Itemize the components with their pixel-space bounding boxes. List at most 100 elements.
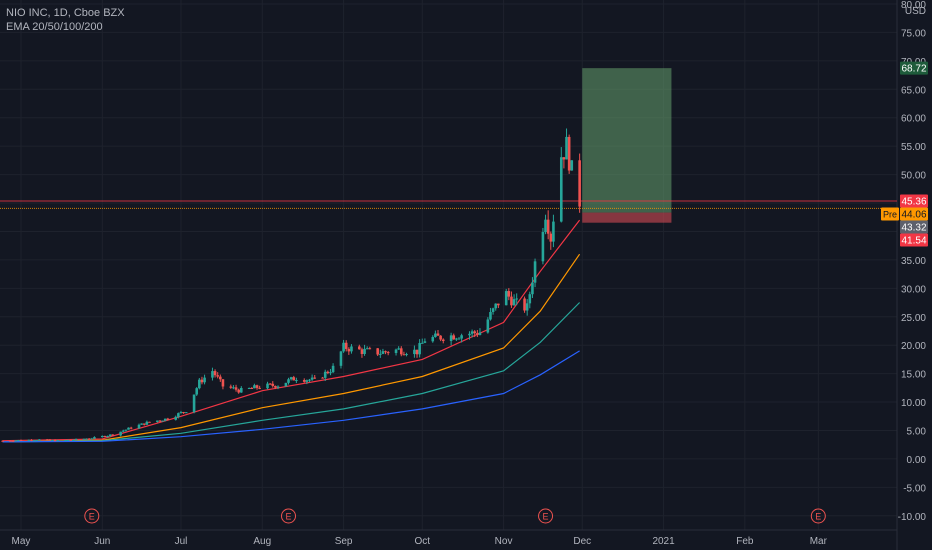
candle-body bbox=[363, 348, 366, 354]
candle-body bbox=[507, 291, 511, 297]
y-tick-label: 10.00 bbox=[901, 398, 926, 409]
candle-body bbox=[111, 434, 115, 436]
y-tick-label: 25.00 bbox=[901, 313, 926, 324]
candle-body bbox=[302, 380, 306, 382]
candle-body bbox=[549, 233, 553, 242]
candle-body bbox=[578, 160, 581, 207]
indicator-line[interactable]: EMA 20/50/100/200 bbox=[6, 21, 103, 33]
x-tick-label: 2021 bbox=[652, 536, 675, 547]
candle-body bbox=[504, 291, 508, 306]
candle-body bbox=[339, 351, 343, 366]
y-tick-label: 80.00 bbox=[901, 0, 926, 11]
candle-body bbox=[523, 298, 526, 311]
candle-body bbox=[347, 348, 351, 352]
candle-body bbox=[565, 136, 568, 160]
candle-body bbox=[85, 438, 88, 440]
candle-body bbox=[326, 371, 330, 374]
candle-body bbox=[308, 379, 311, 381]
x-tick-label: Mar bbox=[810, 536, 828, 547]
price-label-box bbox=[900, 233, 928, 247]
candle-body bbox=[287, 379, 290, 383]
ema-line bbox=[2, 219, 581, 442]
price-label: 68.72 bbox=[901, 64, 926, 75]
candle-body bbox=[64, 440, 67, 442]
candle-body bbox=[203, 377, 206, 383]
candle-body bbox=[93, 437, 96, 439]
candle-body bbox=[415, 349, 419, 355]
candle-body bbox=[177, 413, 180, 417]
candle-body bbox=[358, 346, 361, 350]
y-tick-label: 5.00 bbox=[907, 426, 927, 437]
ema-line bbox=[2, 302, 581, 443]
candle-body bbox=[510, 296, 513, 306]
candle-body bbox=[449, 335, 453, 341]
candle-body bbox=[213, 371, 217, 376]
candle-body bbox=[247, 387, 251, 389]
candle-body bbox=[200, 379, 204, 383]
symbol-line[interactable]: NIO INC, 1D, Cboe BZX bbox=[6, 7, 125, 19]
candle-body bbox=[127, 427, 130, 430]
price-label-box bbox=[900, 220, 928, 234]
candle-body bbox=[460, 335, 463, 339]
candle-body bbox=[478, 332, 482, 335]
y-tick-label: 20.00 bbox=[901, 341, 926, 352]
candle-body bbox=[436, 333, 440, 336]
candle-body bbox=[174, 416, 178, 420]
candle-body bbox=[53, 439, 57, 442]
candle-body bbox=[51, 439, 54, 441]
candle-body bbox=[30, 439, 33, 441]
candle-body bbox=[310, 377, 314, 380]
candle-body bbox=[413, 349, 416, 355]
candle-body bbox=[148, 421, 151, 423]
candle-body bbox=[567, 136, 571, 171]
candle-body bbox=[255, 385, 259, 388]
candle-body bbox=[541, 232, 545, 262]
price-label-box bbox=[900, 61, 928, 75]
candle-body bbox=[237, 389, 240, 393]
candle-body bbox=[216, 375, 219, 377]
price-label: 41.54 bbox=[901, 235, 926, 246]
candle-body bbox=[360, 349, 364, 354]
candle-body bbox=[350, 346, 353, 352]
candle-body bbox=[232, 387, 235, 389]
candle-body bbox=[313, 377, 317, 379]
x-tick-label: Feb bbox=[736, 536, 754, 547]
candle-body bbox=[295, 380, 298, 382]
candle-body bbox=[376, 348, 379, 355]
candle-body bbox=[276, 386, 280, 388]
y-tick-label: 75.00 bbox=[901, 28, 926, 39]
y-tick-label: -10.00 bbox=[898, 512, 927, 523]
candle-body bbox=[19, 439, 23, 441]
candle-body bbox=[399, 348, 403, 355]
y-tick-label: 65.00 bbox=[901, 85, 926, 96]
x-tick-label: Oct bbox=[414, 536, 430, 547]
candle-body bbox=[35, 440, 39, 442]
candle-body bbox=[82, 438, 86, 440]
candle-body bbox=[27, 439, 31, 441]
candle-body bbox=[368, 348, 372, 350]
candle-body bbox=[344, 342, 348, 349]
y-tick-label: 0.00 bbox=[907, 455, 927, 466]
candle-body bbox=[137, 424, 141, 429]
candle-body bbox=[90, 438, 94, 440]
candle-body bbox=[121, 430, 125, 432]
candle-body bbox=[397, 348, 400, 350]
x-tick-label: Aug bbox=[253, 536, 271, 547]
candle-body bbox=[486, 319, 490, 333]
candle-body bbox=[384, 351, 387, 353]
pre-tag-box bbox=[881, 207, 899, 221]
pre-tag-label: Pre bbox=[883, 209, 897, 219]
y-tick-label: 30.00 bbox=[901, 284, 926, 295]
candle-body bbox=[179, 412, 183, 414]
y-tick-label: 50.00 bbox=[901, 171, 926, 182]
candle-body bbox=[494, 303, 498, 309]
candle-body bbox=[195, 388, 199, 395]
candle-body bbox=[468, 333, 471, 336]
candle-body bbox=[452, 335, 456, 340]
candle-body bbox=[119, 431, 122, 436]
price-label: 45.36 bbox=[901, 196, 926, 207]
price-label-box bbox=[900, 207, 928, 221]
candle-body bbox=[455, 338, 458, 340]
candle-body bbox=[470, 331, 474, 334]
